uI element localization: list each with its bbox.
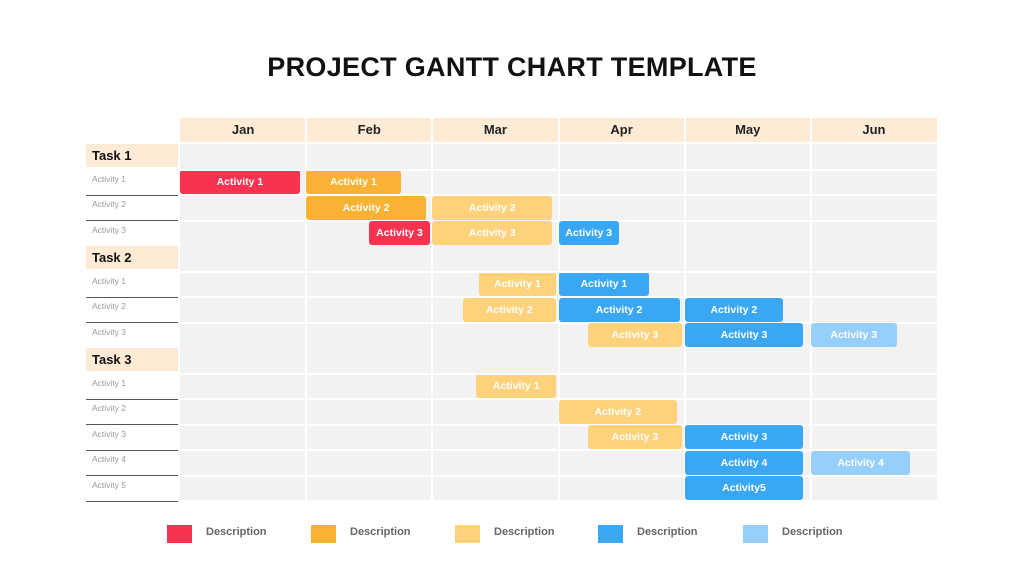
- grid-row-divider: [180, 423, 937, 426]
- legend-swatch: [598, 525, 623, 543]
- activity-row-label: Activity 4: [92, 454, 127, 464]
- activity-row-label: Activity 1: [92, 275, 127, 286]
- gantt-bar: Activity 3: [587, 323, 683, 347]
- grid-column-divider: [305, 118, 308, 500]
- month-header: Apr: [558, 118, 685, 142]
- activity-row-label: Activity 3: [92, 428, 127, 439]
- grid-row-divider: [180, 474, 937, 477]
- month-header: Jan: [180, 118, 307, 142]
- gantt-bar: Activity 3: [684, 425, 804, 449]
- grid-column-divider: [431, 118, 434, 500]
- legend-swatch: [167, 525, 192, 543]
- grid-row-divider: [180, 449, 937, 451]
- activity-row-label: Activity 3: [92, 224, 127, 235]
- grid-row-divider: [180, 372, 937, 375]
- activity-row-label: Activity 1: [92, 377, 127, 388]
- legend-swatch: [311, 525, 336, 543]
- task-header: Task 2: [86, 246, 178, 269]
- activity-label-divider: [86, 194, 178, 196]
- legend-label: Description: [494, 526, 555, 538]
- activity-row-label: Activity 3: [92, 326, 127, 337]
- activity-row-label: Activity 2: [92, 403, 127, 413]
- gantt-bar: Activity5: [684, 476, 804, 500]
- task-header: Task 3: [86, 348, 178, 371]
- legend-swatch: [455, 525, 480, 543]
- activity-label-divider: [86, 424, 178, 425]
- gantt-bar: Activity 2: [462, 297, 556, 322]
- gantt-bar: Activity 1: [558, 272, 650, 296]
- gantt-bar: Activity 3: [432, 221, 553, 245]
- gantt-bar: Activity 2: [558, 297, 680, 322]
- gantt-bar: Activity 2: [306, 195, 426, 220]
- grid-row-divider: [180, 270, 937, 273]
- gantt-bar: Activity 2: [684, 297, 784, 322]
- chart-title: PROJECT GANTT CHART TEMPLATE: [267, 52, 757, 82]
- activity-row-label: Activity 2: [92, 199, 127, 209]
- task-header: Task 1: [86, 144, 178, 167]
- month-header: Mar: [432, 118, 559, 142]
- grid-row-divider: [180, 398, 937, 400]
- gantt-bar: Activity 3: [810, 323, 897, 347]
- activity-row-label: Activity 1: [92, 173, 127, 184]
- month-header: Feb: [306, 118, 433, 142]
- legend-swatch: [743, 525, 768, 543]
- gantt-bar: Activity 1: [306, 170, 401, 194]
- activity-label-divider: [86, 449, 178, 451]
- activity-row-label: Activity 5: [92, 479, 127, 490]
- month-header: May: [684, 118, 811, 142]
- grid-row-divider: [180, 219, 937, 222]
- legend-label: Description: [637, 526, 698, 538]
- legend-label: Description: [350, 526, 411, 538]
- activity-label-divider: [86, 398, 178, 400]
- activity-label-divider: [86, 322, 178, 323]
- gantt-bar: Activity 3: [558, 221, 620, 245]
- month-header: Jun: [810, 118, 937, 142]
- activity-label-divider: [86, 475, 178, 476]
- activity-row-label: Activity 2: [92, 301, 127, 311]
- gantt-bar: Activity 1: [479, 272, 556, 296]
- gantt-bar: Activity 3: [684, 323, 804, 347]
- legend-label: Description: [206, 526, 267, 538]
- grid-column-divider: [809, 118, 812, 500]
- grid-row-divider: [180, 321, 937, 324]
- gantt-bar: Activity 1: [180, 170, 300, 194]
- legend-label: Description: [782, 526, 843, 538]
- gantt-bar: Activity 3: [369, 221, 430, 245]
- activity-label-divider: [86, 220, 178, 221]
- gantt-bar: Activity 2: [432, 195, 553, 220]
- activity-label-divider: [86, 500, 178, 502]
- gantt-bar: Activity 2: [558, 399, 678, 424]
- grid-row-divider: [180, 194, 937, 196]
- grid-row-divider: [180, 296, 937, 298]
- gantt-bar: Activity 3: [587, 425, 683, 449]
- gantt-bar: Activity 4: [684, 450, 804, 475]
- gantt-bar: Activity 4: [810, 450, 911, 475]
- grid-row-divider: [180, 168, 937, 171]
- activity-label-divider: [86, 296, 178, 298]
- gantt-bar: Activity 1: [476, 374, 556, 398]
